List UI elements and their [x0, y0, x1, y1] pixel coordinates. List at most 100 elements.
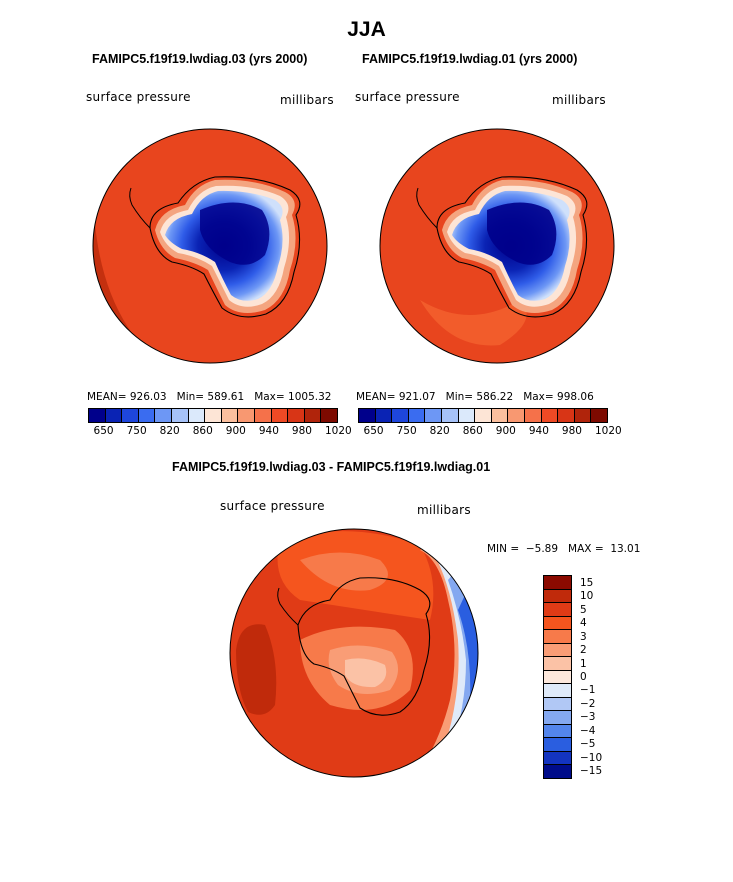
left-colorbar-swatch-9	[238, 409, 255, 422]
right-colorbar-swatch-9	[508, 409, 525, 422]
diff-panel-title: FAMIPC5.f19f19.lwdiag.03 - FAMIPC5.f19f1…	[172, 460, 491, 474]
right-colorbar-swatch-0	[359, 409, 376, 422]
right-colorbar-tick-label: 1020	[595, 425, 622, 437]
diff-min-label: MIN =	[487, 543, 520, 555]
left-colorbar-tick-label: 860	[192, 425, 213, 437]
left-colorbar-swatch-6	[188, 409, 206, 422]
diff-colorbar-swatch-4	[544, 630, 571, 644]
diff-colorbar-swatch-6	[544, 657, 571, 671]
right-colorbar-swatch-10	[524, 409, 542, 422]
diff-colorbar-label: −2	[580, 697, 596, 710]
diff-max-value: 13.01	[610, 543, 641, 555]
left-colorbar-tick-label: 750	[126, 425, 147, 437]
right-colorbar-swatch-5	[441, 409, 459, 422]
left-colorbar-swatch-7	[205, 409, 222, 422]
left-colorbar-tick-label: 980	[291, 425, 312, 437]
diff-colorbar-swatch-11	[544, 724, 571, 739]
diff-colorbar-labels: 15 10 5 4 3 2 1 0 −1 −2 −3 −4 −5 −10 −15	[580, 575, 640, 778]
left-colorbar-swatch-11	[271, 409, 289, 422]
diff-max-label: MAX =	[568, 543, 604, 555]
right-colorbar-swatch-2	[392, 409, 409, 422]
diff-colorbar-swatch-0	[544, 576, 571, 590]
right-max-value: 998.06	[557, 391, 594, 403]
right-colorbar-swatch-6	[458, 409, 476, 422]
diff-colorbar-label: 0	[580, 671, 587, 683]
diff-colorbar-swatch-10	[544, 711, 571, 725]
diff-min-value: −5.89	[525, 543, 559, 555]
right-mean-label: MEAN=	[356, 391, 396, 403]
right-colorbar-ticks: 650 750 820 860 900 940 980 1020	[358, 425, 622, 439]
left-colorbar-swatch-5	[171, 409, 189, 422]
right-colorbar-swatch-8	[491, 409, 509, 422]
right-variable-label: surface pressure	[355, 90, 460, 104]
left-colorbar-swatch-14	[321, 409, 337, 422]
left-colorbar-swatch-0	[89, 409, 106, 422]
right-colorbar-swatch-3	[408, 409, 426, 422]
right-colorbar-tick-label: 860	[462, 425, 483, 437]
left-units-label: millibars	[280, 93, 334, 107]
right-stats: MEAN= 921.07 Min= 586.22 Max= 998.06	[356, 391, 594, 403]
diff-colorbar-label: −10	[580, 751, 603, 764]
diff-colorbar-label: −1	[580, 684, 596, 697]
diff-colorbar-label: 5	[580, 603, 587, 616]
diff-colorbar-swatch-12	[544, 738, 571, 752]
left-max-value: 1005.32	[288, 391, 332, 403]
right-colorbar-swatch-1	[375, 409, 393, 422]
right-max-label: Max=	[523, 391, 554, 403]
diff-colorbar-label: 2	[580, 644, 587, 657]
diff-colorbar	[543, 575, 572, 779]
left-colorbar-swatch-2	[122, 409, 139, 422]
right-units-label: millibars	[552, 93, 606, 107]
left-mean-value: 926.03	[129, 391, 167, 403]
left-colorbar-swatch-3	[138, 409, 156, 422]
right-colorbar-tick-label: 650	[363, 425, 384, 437]
right-panel-title: FAMIPC5.f19f19.lwdiag.01 (yrs 2000)	[362, 52, 578, 66]
left-min-value: 589.61	[207, 391, 245, 403]
diff-variable-label: surface pressure	[220, 499, 325, 513]
diff-colorbar-swatch-7	[544, 670, 571, 685]
left-colorbar-swatch-12	[288, 409, 305, 422]
diff-colorbar-swatch-9	[544, 697, 571, 712]
left-variable-label: surface pressure	[86, 90, 191, 104]
left-stats: MEAN= 926.03 Min= 589.61 Max= 1005.32	[87, 391, 331, 403]
diff-colorbar-swatch-3	[544, 616, 571, 631]
left-mean-label: MEAN=	[87, 391, 127, 403]
diff-colorbar-label: 15	[580, 576, 594, 589]
right-colorbar-tick-label: 820	[429, 425, 450, 437]
diff-colorbar-swatch-2	[544, 603, 571, 617]
diff-colorbar-label: −5	[580, 738, 596, 751]
left-colorbar	[88, 408, 338, 423]
right-colorbar-swatch-4	[425, 409, 442, 422]
left-colorbar-tick-label: 650	[93, 425, 114, 437]
right-min-value: 586.22	[476, 391, 514, 403]
left-min-label: Min=	[176, 391, 205, 403]
diff-colorbar-label: 3	[580, 630, 587, 643]
diff-colorbar-label: −15	[580, 765, 603, 778]
right-colorbar-tick-label: 980	[561, 425, 582, 437]
right-colorbar	[358, 408, 608, 423]
left-colorbar-swatch-1	[105, 409, 123, 422]
left-colorbar-ticks: 650 750 820 860 900 940 980 1020	[88, 425, 352, 439]
diff-colorbar-swatch-13	[544, 751, 571, 766]
right-colorbar-swatch-11	[541, 409, 559, 422]
diff-colorbar-label: −3	[580, 711, 596, 724]
diff-colorbar-label: 1	[580, 657, 587, 670]
diff-colorbar-label: 10	[580, 590, 594, 603]
left-colorbar-swatch-10	[254, 409, 272, 422]
left-colorbar-tick-label: 940	[258, 425, 279, 437]
right-colorbar-tick-label: 750	[396, 425, 417, 437]
diff-colorbar-swatch-14	[544, 765, 571, 778]
diff-stats: MIN = −5.89 MAX = 13.01	[487, 543, 640, 555]
right-colorbar-tick-label: 940	[528, 425, 549, 437]
right-colorbar-tick-label: 900	[495, 425, 516, 437]
diff-units-label: millibars	[417, 503, 471, 517]
diff-colorbar-swatch-8	[544, 684, 571, 698]
left-max-label: Max=	[254, 391, 285, 403]
right-colorbar-swatch-7	[475, 409, 492, 422]
left-colorbar-tick-label: 820	[159, 425, 180, 437]
diff-colorbar-label: 4	[580, 617, 587, 630]
left-colorbar-swatch-13	[304, 409, 322, 422]
left-panel-title: FAMIPC5.f19f19.lwdiag.03 (yrs 2000)	[92, 52, 308, 66]
